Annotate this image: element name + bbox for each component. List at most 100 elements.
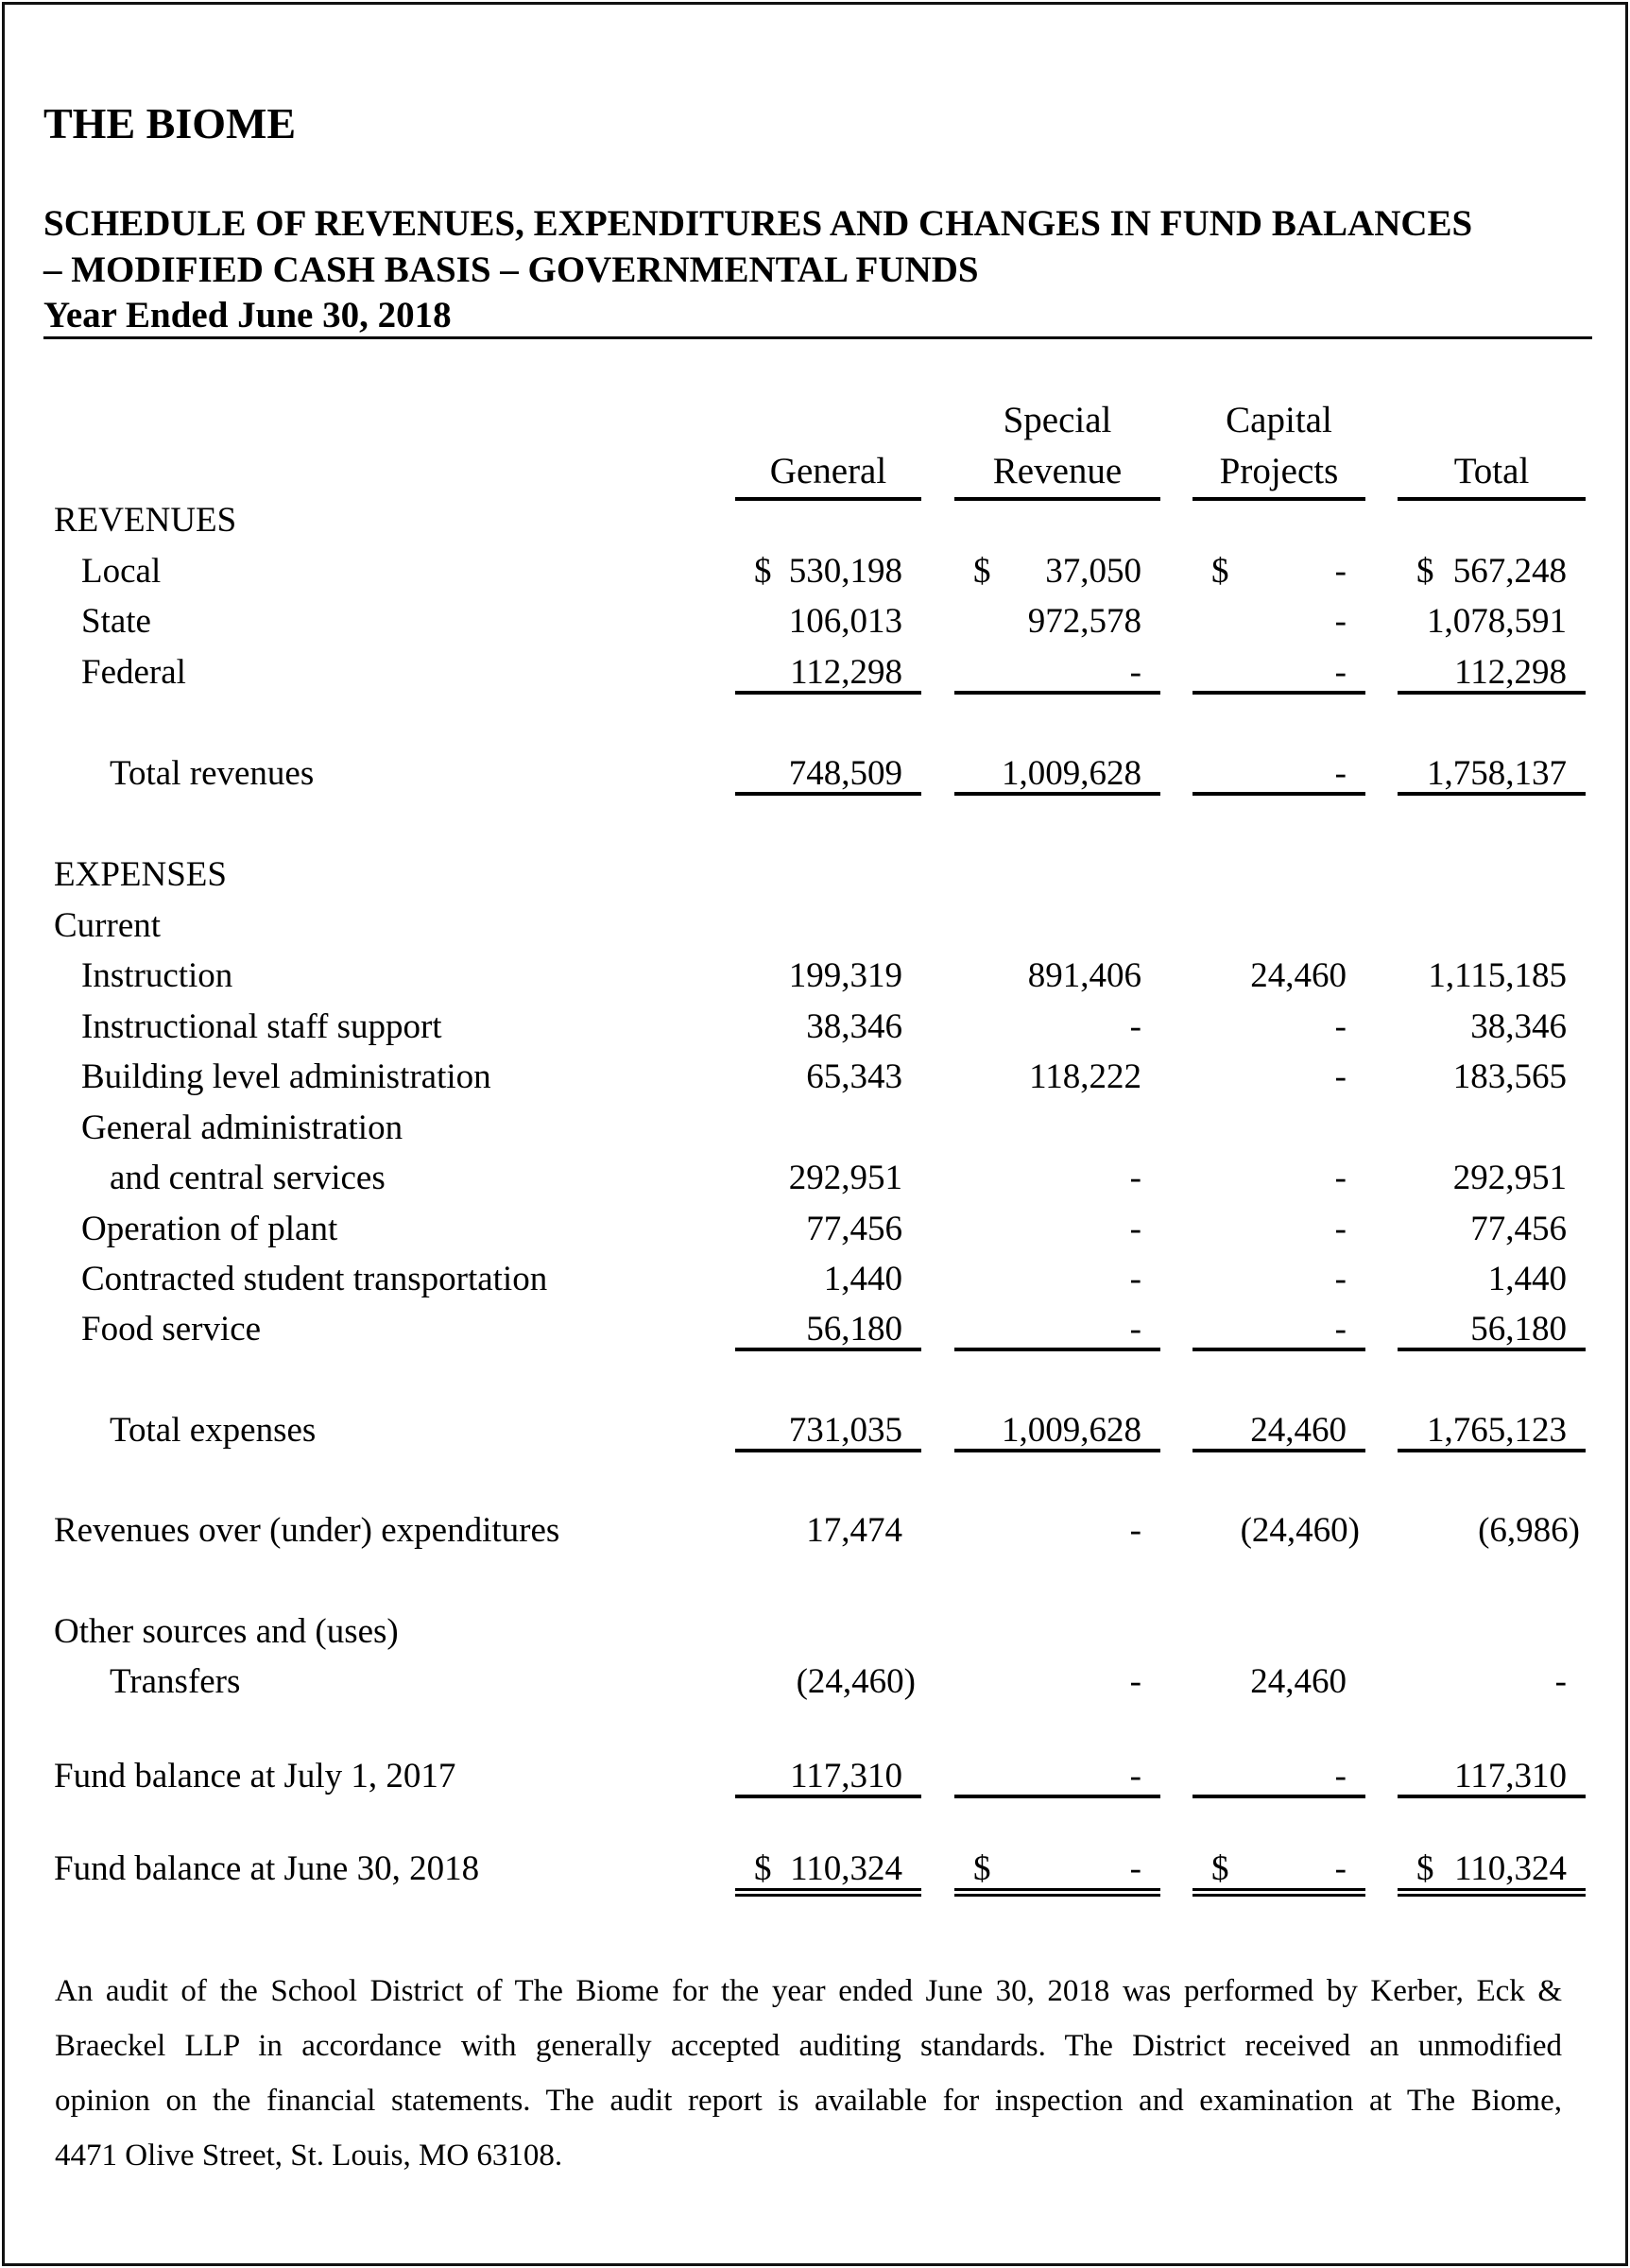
- value-cell: 112,298: [735, 647, 921, 695]
- cell-value: -: [1334, 1757, 1347, 1796]
- value-cell: 106,013: [735, 596, 921, 644]
- column-header-line1: Special: [1003, 400, 1112, 440]
- audit-note: An audit of the School District of The B…: [55, 1964, 1562, 2183]
- cell-value: 106,013: [788, 602, 902, 641]
- value-cell: $ -: [1192, 1844, 1365, 1897]
- value-cell: 748,509: [735, 748, 921, 796]
- value-cell: 24,460: [1192, 1405, 1365, 1452]
- row-label: Instructional staff support: [81, 1007, 442, 1046]
- row-label: Current: [54, 906, 162, 945]
- cell-value: 112,298: [790, 653, 902, 692]
- cell-value: 1,009,628: [1002, 1411, 1141, 1450]
- column-header-total: Total: [1398, 389, 1586, 501]
- value-cell: -: [1192, 1304, 1365, 1351]
- value-cell: [954, 1103, 1160, 1150]
- row-label: General administration: [81, 1108, 403, 1147]
- value-cell: [1192, 901, 1365, 948]
- value-cell: [954, 901, 1160, 948]
- cell-value: 77,456: [806, 1210, 902, 1248]
- cell-value: 1,440: [1487, 1260, 1567, 1298]
- value-cell: -: [1192, 1153, 1365, 1200]
- dollar-sign: $: [973, 552, 991, 591]
- column-header-special-revenue: Special Revenue: [954, 389, 1160, 501]
- audit-note-line: An audit of the School District of The B…: [55, 1974, 1562, 2008]
- cell-value: 17,474: [806, 1511, 902, 1550]
- value-cell: -: [1192, 1254, 1365, 1301]
- schedule-title-line-2: – MODIFIED CASH BASIS – GOVERNMENTAL FUN…: [43, 249, 979, 290]
- value-cell: [1398, 901, 1586, 948]
- value-cell: [1192, 495, 1365, 542]
- cell-value: -: [1334, 1159, 1347, 1197]
- value-cell: [1398, 1606, 1586, 1654]
- value-cell: [1398, 1103, 1586, 1150]
- dollar-sign: $: [1416, 552, 1434, 591]
- dollar-sign: $: [1211, 552, 1229, 591]
- value-cell: [735, 1103, 921, 1150]
- value-cell: 112,298: [1398, 647, 1586, 695]
- value-cell: 891,406: [954, 951, 1160, 998]
- value-cell: -: [954, 1153, 1160, 1200]
- value-cell: -: [1192, 1052, 1365, 1099]
- cell-value: 183,565: [1452, 1057, 1567, 1096]
- cell-value: 117,310: [790, 1757, 902, 1796]
- cell-value: (24,460): [796, 1662, 916, 1701]
- cell-value: 1,115,185: [1428, 956, 1567, 995]
- value-cell: 1,009,628: [954, 748, 1160, 796]
- cell-value: 38,346: [1470, 1007, 1567, 1046]
- cell-value: -: [1129, 1662, 1141, 1701]
- cell-value: 748,509: [788, 754, 902, 793]
- cell-value: -: [1129, 1849, 1141, 1888]
- table-row: Contracted student transportation 1,440 - -…: [0, 1254, 1630, 1305]
- audit-note-line: Braeckel LLP in accordance with generall…: [55, 2029, 1562, 2063]
- table-row: Building level administration 65,343 118,2…: [0, 1052, 1630, 1103]
- table-row: Current: [0, 901, 1630, 952]
- cell-value: (24,460): [1240, 1511, 1360, 1550]
- value-cell: $110,324: [1398, 1844, 1586, 1897]
- column-header-line2: Revenue: [992, 451, 1123, 491]
- row-label: Total expenses: [110, 1411, 317, 1450]
- table-row: REVENUES: [0, 495, 1630, 546]
- cell-value: 972,578: [1027, 602, 1141, 641]
- table-row: Operation of plant 77,456 - - 77,456: [0, 1204, 1630, 1255]
- table-row: Instruction 199,319 891,406 24,460 1,115,185: [0, 951, 1630, 1002]
- row-label: Total revenues: [110, 754, 315, 793]
- value-cell: 77,456: [1398, 1204, 1586, 1251]
- value-cell: -: [1192, 1751, 1365, 1798]
- value-cell: -: [1192, 1204, 1365, 1251]
- value-cell: -: [1192, 1002, 1365, 1049]
- column-header-line2: Projects: [1219, 451, 1339, 491]
- value-cell: [1192, 1103, 1365, 1150]
- value-cell: $ -: [1192, 546, 1365, 593]
- table-row: Fund balance at June 30, 2018 $110,324 $ - $…: [0, 1844, 1630, 1897]
- cell-value: 110,324: [1454, 1849, 1567, 1888]
- value-cell: -: [1192, 647, 1365, 695]
- cell-value: 112,298: [1454, 653, 1567, 692]
- value-cell: 65,343: [735, 1052, 921, 1099]
- value-cell: 292,951: [735, 1153, 921, 1200]
- dollar-sign: $: [1416, 1849, 1434, 1888]
- cell-value: 530,198: [788, 552, 902, 591]
- table-row: Federal 112,298 - - 112,298: [0, 647, 1630, 698]
- value-cell: -: [1192, 596, 1365, 644]
- cell-value: -: [1129, 1159, 1141, 1197]
- value-cell: (24,460): [735, 1657, 921, 1704]
- cell-value: -: [1129, 1511, 1141, 1550]
- row-label: Local: [81, 552, 162, 591]
- table-row: Other sources and (uses): [0, 1606, 1630, 1658]
- value-cell: -: [954, 647, 1160, 695]
- cell-value: 118,222: [1029, 1057, 1141, 1096]
- column-header-line2: Total: [1453, 451, 1530, 491]
- table-row: Fund balance at July 1, 2017 117,310 - - 117…: [0, 1751, 1630, 1802]
- value-cell: 24,460: [1192, 951, 1365, 998]
- cell-value: -: [1334, 1210, 1347, 1248]
- column-header-general: General: [735, 389, 921, 501]
- dollar-sign: $: [754, 1849, 772, 1888]
- cell-value: 292,951: [788, 1159, 902, 1197]
- row-label: Instruction: [81, 956, 233, 995]
- row-label: Other sources and (uses): [54, 1612, 399, 1651]
- cell-value: -: [1334, 1057, 1347, 1096]
- value-cell: (6,986): [1398, 1505, 1586, 1553]
- cell-value: -: [1334, 1849, 1347, 1888]
- value-cell: 292,951: [1398, 1153, 1586, 1200]
- row-label: Fund balance at June 30, 2018: [54, 1849, 480, 1888]
